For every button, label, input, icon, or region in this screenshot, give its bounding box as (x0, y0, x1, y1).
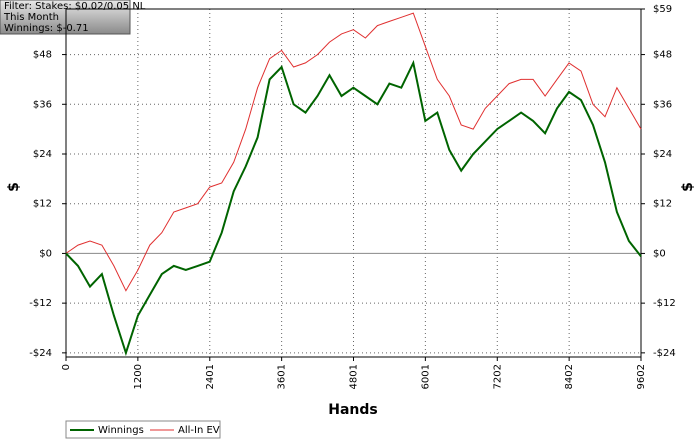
y2-tick-label: $12 (653, 199, 672, 210)
y-tick-label: $24 (33, 149, 52, 160)
y-tick-label: $0 (39, 248, 52, 259)
x-tick-label: 4801 (349, 364, 360, 389)
y-tick-label: $12 (33, 199, 52, 210)
x-tick-label: 3601 (277, 364, 288, 389)
y-tick-label: -$24 (29, 348, 52, 359)
x-tick-label: 2401 (205, 364, 216, 389)
y-axis-label: $ (6, 182, 22, 192)
x-tick-label: 1200 (133, 364, 144, 389)
x-tick-label: 0 (61, 364, 72, 370)
x-tick-label: 9602 (636, 364, 647, 389)
legend-label: All-In EV (178, 425, 220, 436)
y2-tick-label: $0 (653, 248, 666, 259)
x-tick-label: 8402 (564, 364, 575, 389)
annotation: Winnings: $-0.71 (4, 23, 89, 34)
plot-frame (65, 8, 642, 358)
y2-axis-label: $ (680, 182, 696, 192)
y2-tick-label: $36 (653, 99, 672, 110)
annotation: This Month (3, 12, 59, 23)
x-tick-label: 6001 (420, 364, 431, 389)
y2-tick-label: -$12 (653, 298, 676, 309)
series-line (65, 59, 642, 357)
annotation: Filter: Stakes: $0.02/0.05 NL (4, 1, 146, 12)
series-line (65, 12, 642, 292)
legend (65, 420, 221, 439)
y2-tick-label: -$24 (653, 348, 676, 359)
y-tick-label: $36 (33, 99, 52, 110)
x-tick-label: 7202 (492, 364, 503, 389)
y2-tick-label: $48 (653, 50, 672, 61)
y2-tick-label: $59 (653, 4, 672, 15)
x-axis-label: Hands (328, 402, 378, 418)
y2-tick-label: $24 (653, 149, 672, 160)
legend-label: Winnings (98, 425, 144, 436)
y-tick-label: -$12 (29, 298, 52, 309)
filter-box (0, 0, 131, 35)
y-tick-label: $48 (33, 50, 52, 61)
